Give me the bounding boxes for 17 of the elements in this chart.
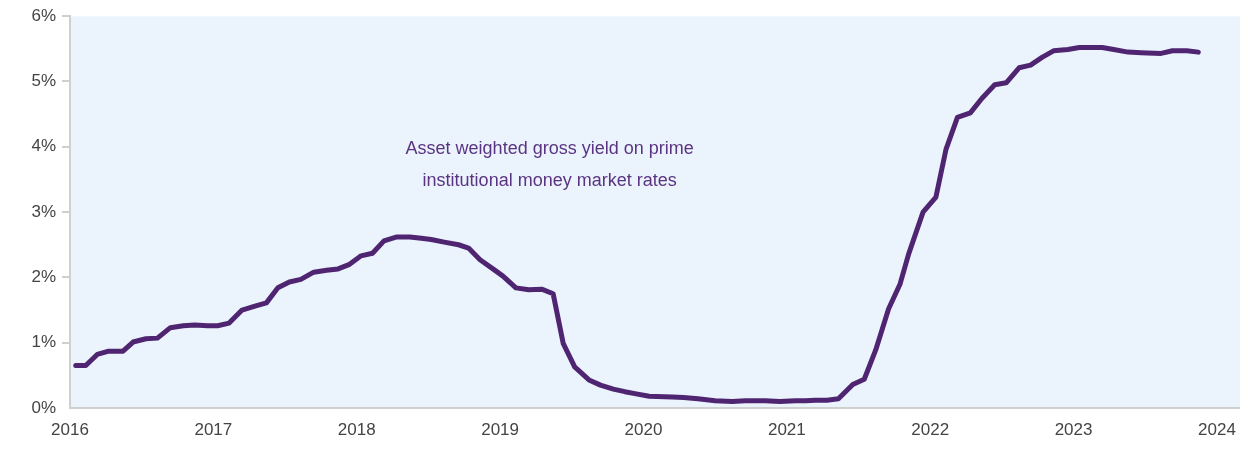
x-tick-label: 2016 <box>51 419 89 439</box>
x-tick-label: 2019 <box>481 419 520 439</box>
y-tick-label: 0% <box>31 397 56 417</box>
y-tick-label: 4% <box>31 136 56 156</box>
x-tick-label: 2018 <box>337 419 376 439</box>
x-tick-label: 2021 <box>767 419 806 439</box>
x-tick-label: 2023 <box>1054 419 1093 439</box>
y-tick-label: 6% <box>31 5 56 25</box>
annotation: Asset weighted gross yield on prime institutional money market rates <box>405 138 694 191</box>
x-tick-label: 2024 <box>1198 419 1236 439</box>
y-tick-label: 2% <box>31 267 56 287</box>
y-tick-label: 5% <box>31 71 56 91</box>
x-tick-label: 2022 <box>911 419 950 439</box>
x-tick-label: 2017 <box>194 419 233 439</box>
y-tick-label: 1% <box>31 332 56 352</box>
y-tick-label: 3% <box>31 201 56 221</box>
x-tick-label: 2020 <box>624 419 663 439</box>
